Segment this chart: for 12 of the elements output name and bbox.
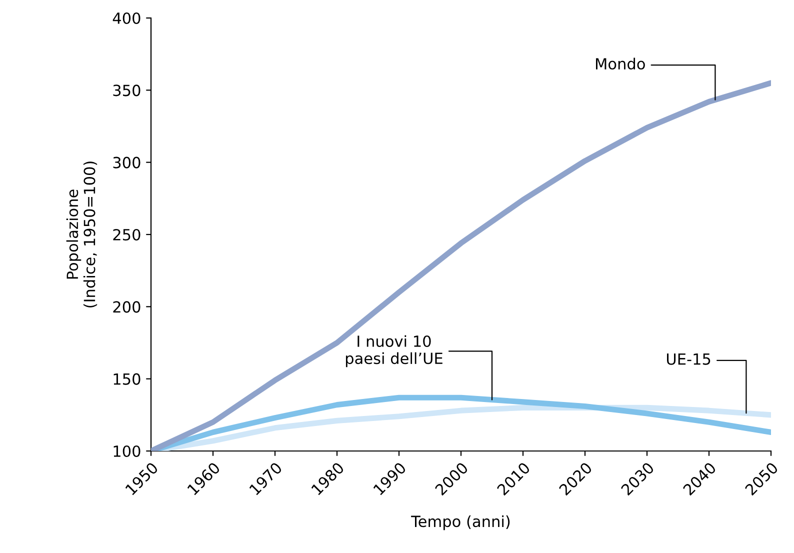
text: Mondo — [596, 58, 645, 70]
y-tick-label: 350 — [113, 84, 140, 96]
y-tick-label: 300 — [113, 156, 140, 168]
y-tick-label: 100 — [114, 445, 140, 458]
y-tick-label: 400 — [112, 12, 140, 24]
y-tick-label: 150 — [114, 373, 140, 385]
text: UE-15 — [667, 353, 710, 365]
y-tick-label: 250 — [113, 228, 140, 241]
series-label: I nuovi 10 paesi dell’UE — [346, 335, 442, 368]
y-axis-title: Popolazione (Indice, 1950=100) — [66, 162, 98, 308]
x-axis-title: Tempo (anni) — [411, 515, 510, 530]
y-tick-label: 200 — [113, 301, 140, 313]
